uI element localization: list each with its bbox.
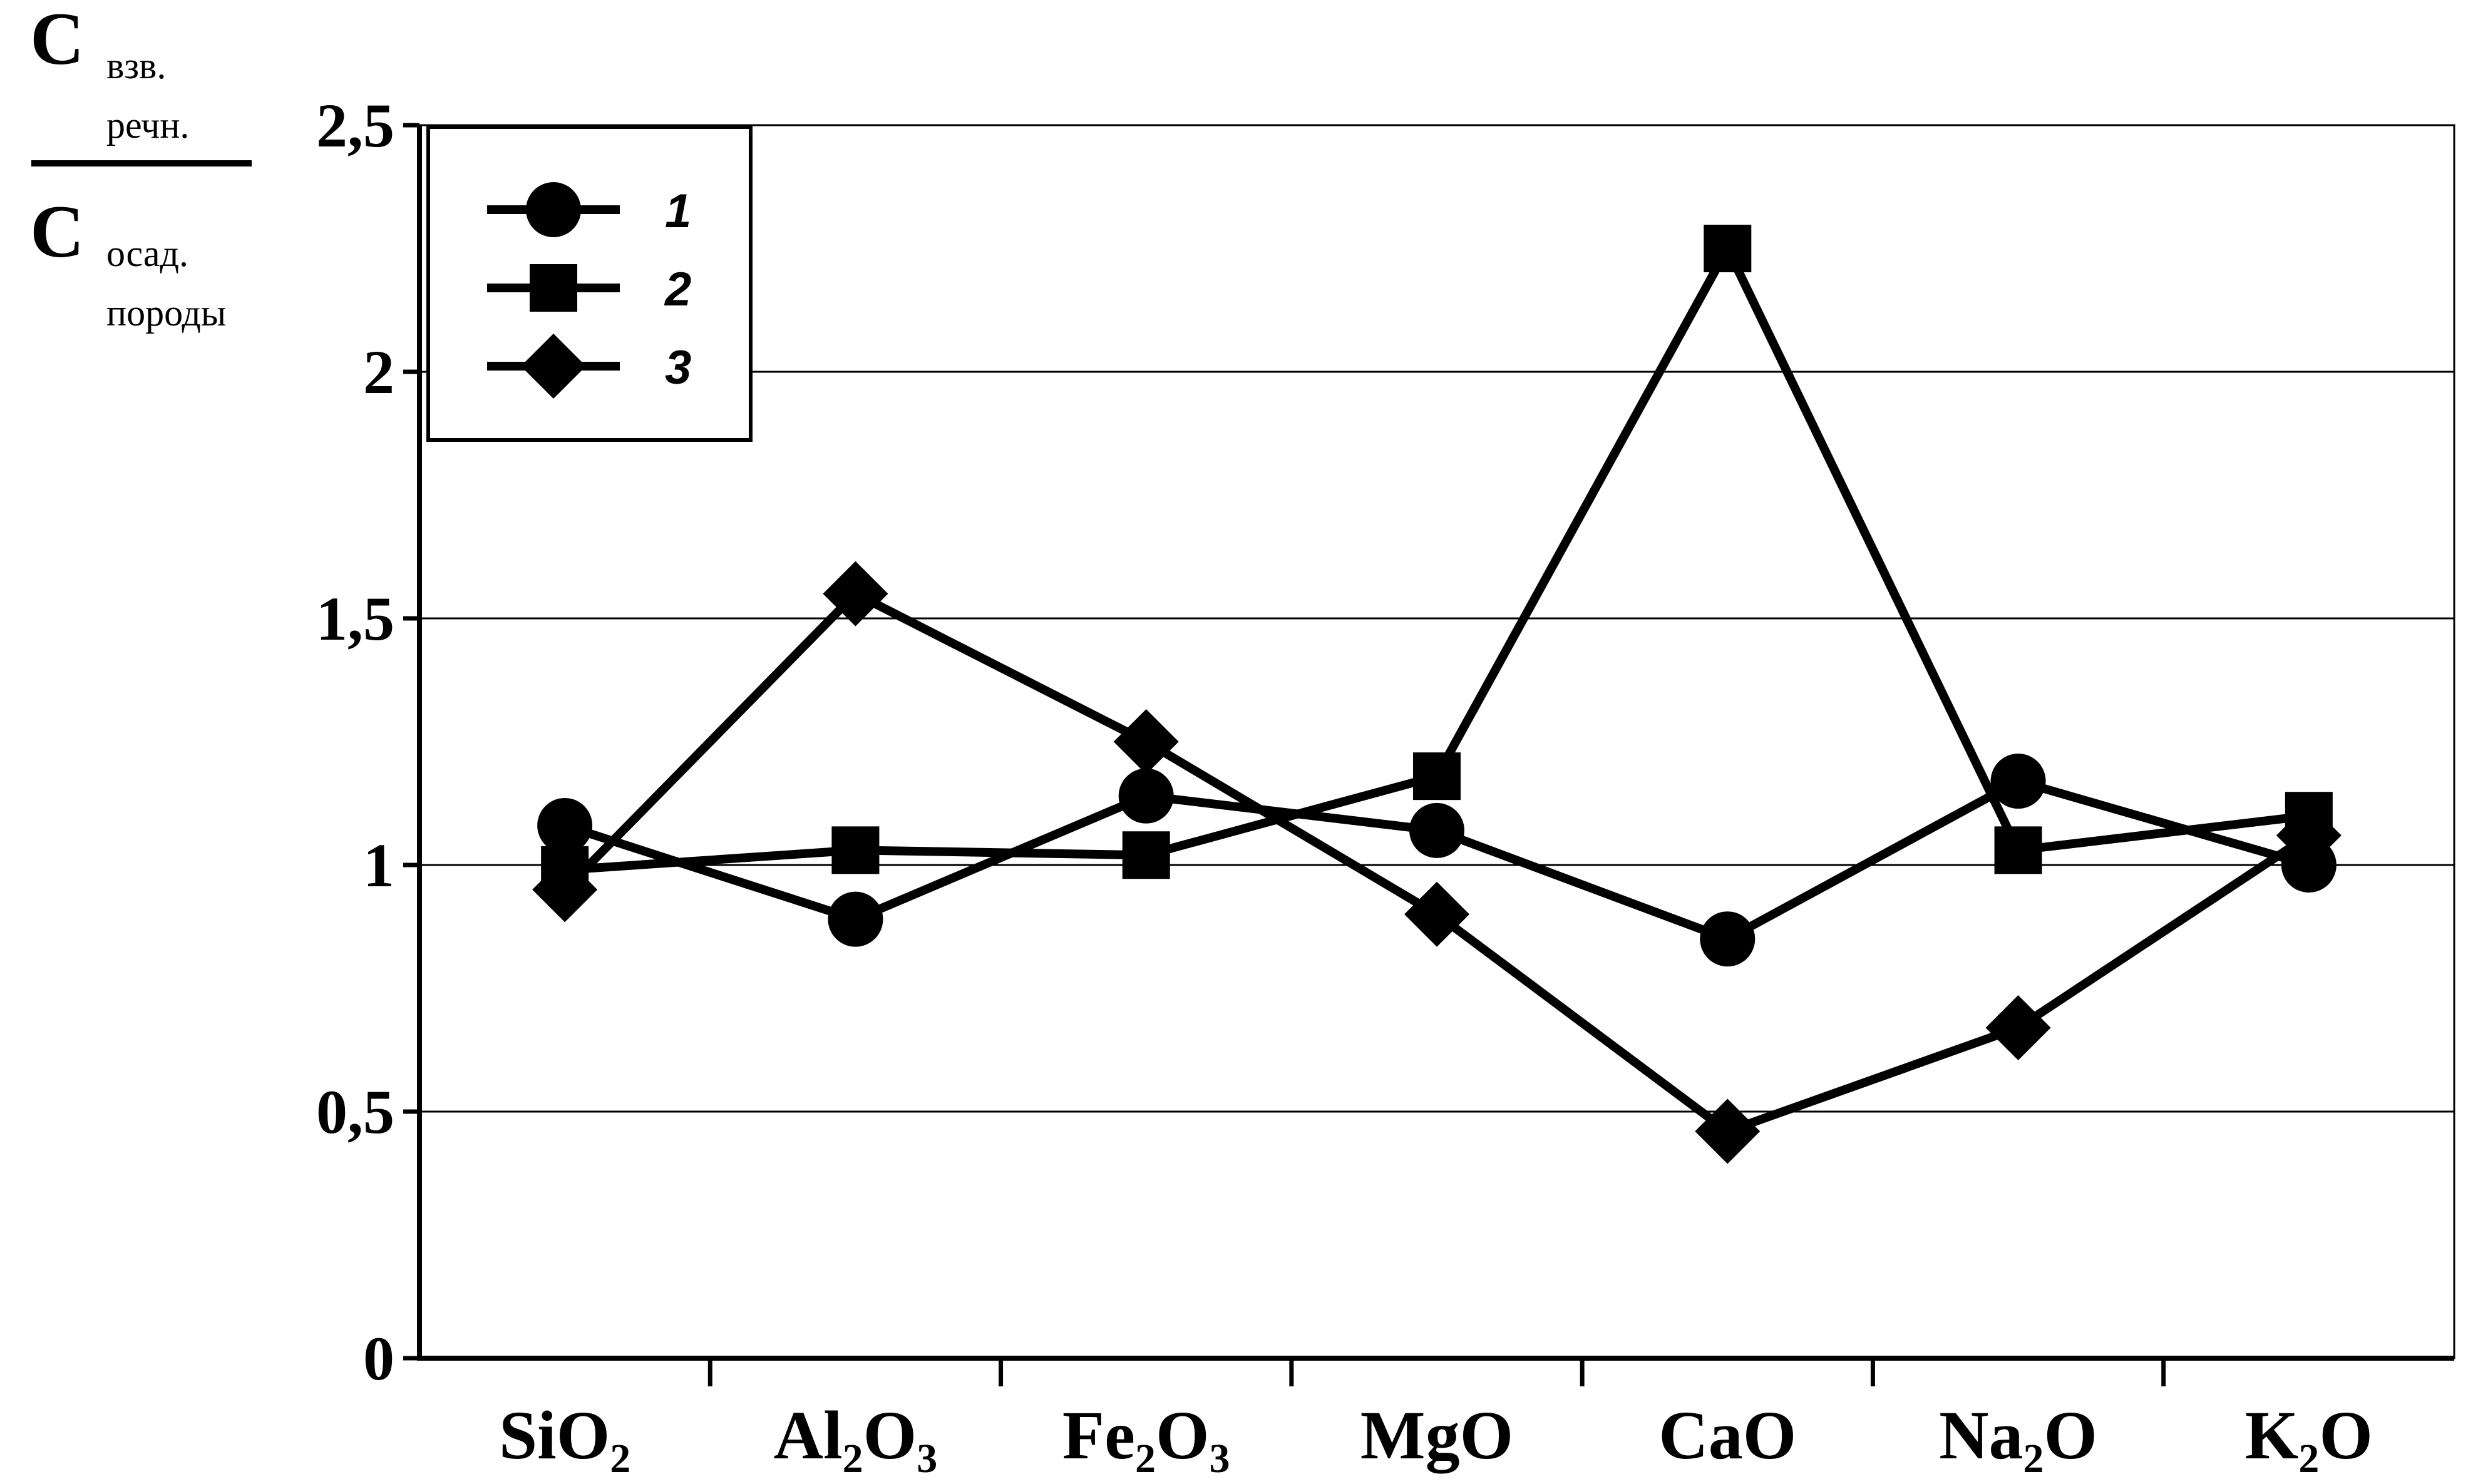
data-point-square [1413,752,1461,801]
data-point-circle [526,182,581,237]
series-3-markers [532,561,2342,1164]
legend-entry-3: 3 [487,334,691,399]
y-tick-label: 1 [363,831,394,900]
series-2-markers [541,225,2333,894]
x-tick-labels: SiO2 Al2O3 Fe2O3 MgO CaO Na2O K2O [499,1397,2373,1481]
legend-entry-2: 2 [487,263,691,316]
series-layer [532,225,2342,1164]
data-point-diamond [532,857,598,923]
y-label-denominator-sub-2: породы [106,292,226,334]
data-point-circle [1118,768,1174,824]
y-label-denominator-main: С [30,190,85,273]
y-label-numerator-main: С [30,0,85,80]
x-tick-label: MgO [1360,1397,1513,1473]
x-tick-marks [707,1358,2166,1386]
x-tick-label: Fe2O3 [1062,1397,1230,1481]
data-point-diamond [1113,709,1179,774]
data-point-square [530,264,577,312]
y-axis-label: С взв. речн. С осад. породы [30,0,252,334]
y-tick-label: 1,5 [316,584,394,653]
data-point-diamond [1985,995,2051,1061]
legend-label: 3 [665,341,691,394]
y-tick-labels: 0 0,5 1 1,5 2 2,5 [316,91,419,1393]
x-tick-label: SiO2 [499,1397,630,1481]
y-tick-label: 0,5 [316,1077,394,1147]
x-tick-label: Al2O3 [774,1397,938,1481]
data-point-diamond [823,561,888,627]
legend-label: 2 [664,263,691,316]
data-point-circle [1700,911,1756,967]
x-tick-label: CaO [1658,1397,1796,1473]
data-point-square [1122,831,1170,879]
legend-label: 1 [665,185,691,238]
data-point-diamond [1695,1098,1761,1164]
data-point-circle [1409,802,1464,858]
gridlines [419,371,2454,1113]
data-point-square [1994,826,2042,874]
x-tick-label: Na2O [1939,1397,2097,1481]
data-point-diamond [521,334,586,399]
y-tick-label: 0 [363,1324,394,1393]
legend: 1 2 3 [426,125,753,442]
y-label-fraction-bar [31,160,252,166]
data-point-circle [828,891,883,947]
y-tick-label: 2,5 [316,91,394,160]
x-tick-label: K2O [2245,1397,2373,1481]
y-label-denominator-sub-1: осад. [106,233,188,274]
data-point-square [831,826,880,874]
data-point-circle [1990,754,2046,809]
data-point-diamond [2276,802,2342,868]
data-point-square [1704,225,1752,272]
data-point-circle [537,797,593,853]
y-label-numerator-sub-2: речн. [106,105,189,146]
y-tick-label: 2 [363,337,394,407]
legend-entry-1: 1 [487,182,691,238]
data-point-diamond [1404,881,1469,947]
y-label-numerator-sub-1: взв. [106,45,166,86]
